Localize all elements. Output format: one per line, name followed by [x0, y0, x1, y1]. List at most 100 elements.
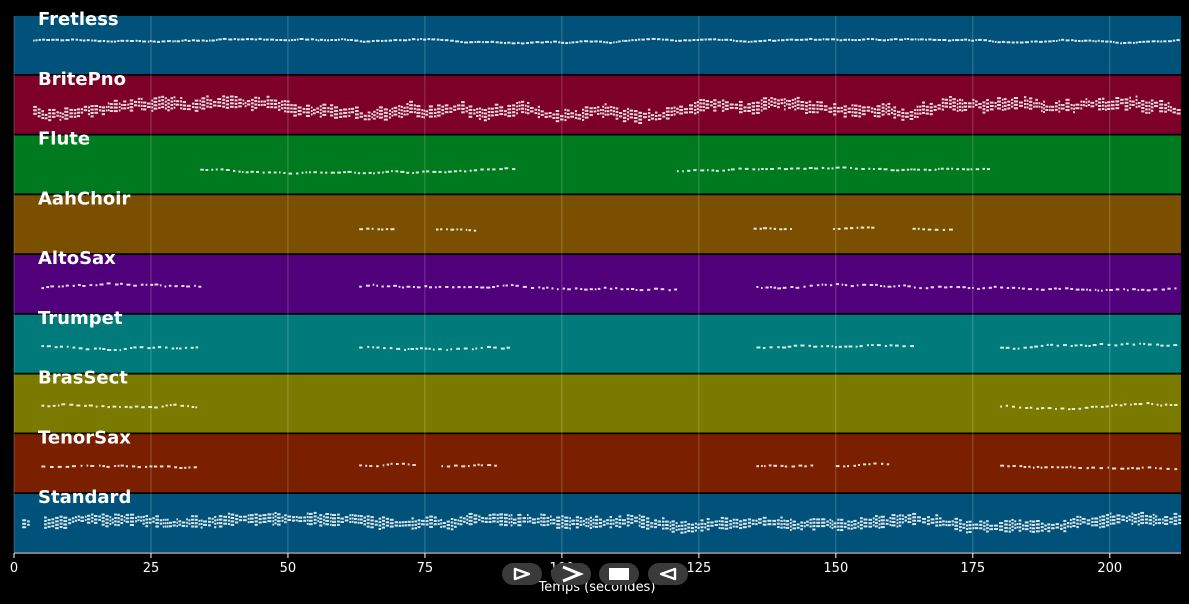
note-mark [218, 515, 223, 518]
note-mark [739, 520, 743, 523]
note-mark [1127, 41, 1132, 44]
note-mark [854, 167, 858, 170]
note-mark [729, 38, 732, 41]
note-mark [424, 347, 428, 350]
note-mark [182, 107, 186, 110]
note-mark [747, 521, 751, 524]
note-mark [803, 167, 807, 170]
note-mark [376, 284, 379, 287]
next-button[interactable] [551, 563, 591, 585]
note-mark [420, 38, 422, 40]
note-mark [857, 522, 860, 525]
note-mark [391, 170, 393, 173]
note-mark [690, 530, 694, 533]
note-mark [949, 102, 952, 105]
note-mark [521, 107, 525, 110]
note-mark [544, 112, 548, 115]
note-mark [546, 523, 550, 526]
note-mark [234, 96, 238, 98]
note-mark [444, 171, 447, 174]
note-mark [273, 171, 277, 174]
note-mark [90, 112, 94, 114]
note-mark [398, 105, 401, 108]
note-mark [720, 523, 724, 526]
note-mark [949, 228, 953, 231]
note-mark [977, 38, 982, 41]
note-mark [873, 462, 877, 465]
note-mark [1109, 515, 1112, 518]
stop-button[interactable] [599, 563, 639, 585]
note-mark [702, 109, 705, 112]
note-mark [363, 118, 367, 121]
note-mark [1007, 100, 1011, 103]
note-mark [164, 100, 167, 103]
note-mark [475, 286, 479, 288]
note-mark [152, 40, 156, 43]
note-mark [372, 346, 375, 349]
note-mark [843, 108, 847, 111]
note-mark [718, 520, 721, 523]
note-mark [457, 107, 461, 110]
note-mark [290, 39, 293, 42]
note-mark [505, 284, 508, 287]
note-mark [1043, 107, 1045, 110]
note-mark [1172, 107, 1176, 110]
note-mark [350, 107, 355, 110]
note-mark [1004, 101, 1007, 104]
note-mark [1125, 342, 1129, 345]
note-mark [1109, 512, 1112, 515]
note-mark [371, 112, 373, 115]
note-mark [55, 38, 59, 41]
note-mark [925, 105, 929, 108]
note-mark [959, 98, 962, 101]
note-mark [217, 101, 222, 104]
note-mark [167, 465, 171, 468]
note-mark [222, 98, 226, 101]
note-mark [365, 464, 368, 467]
note-mark [872, 517, 875, 520]
note-mark [1133, 520, 1137, 523]
note-mark [641, 38, 645, 41]
note-mark [170, 104, 173, 106]
note-mark [1099, 343, 1104, 345]
note-mark [93, 39, 97, 42]
note-mark [1079, 522, 1082, 525]
note-mark [863, 463, 867, 466]
x-tick-label: 125 [686, 561, 711, 576]
note-mark [700, 526, 704, 529]
note-mark [747, 106, 751, 109]
note-mark [542, 524, 546, 527]
note-mark [671, 523, 675, 526]
note-mark [650, 117, 655, 120]
note-mark [982, 111, 986, 114]
note-mark [157, 346, 162, 349]
note-mark [552, 113, 556, 116]
note-mark [159, 519, 163, 522]
note-mark [696, 104, 699, 107]
note-mark [484, 520, 488, 523]
note-mark [76, 111, 80, 114]
note-mark [925, 38, 927, 41]
back-button[interactable] [648, 563, 688, 585]
note-mark [101, 513, 105, 516]
note-mark [362, 40, 366, 43]
note-mark [450, 228, 455, 231]
note-mark [939, 524, 942, 527]
note-mark [385, 517, 389, 520]
note-mark [1035, 105, 1038, 108]
note-mark [288, 172, 293, 175]
note-mark [473, 109, 476, 112]
note-mark [354, 171, 356, 174]
note-mark [540, 113, 544, 116]
note-mark [654, 118, 658, 121]
note-mark [1169, 517, 1173, 520]
note-mark [855, 345, 858, 348]
note-mark [59, 115, 62, 118]
note-mark [898, 284, 901, 287]
note-mark [761, 465, 763, 467]
play-outline-button[interactable] [502, 563, 542, 585]
note-mark [798, 464, 803, 467]
note-mark [480, 346, 483, 349]
note-mark [627, 114, 629, 117]
note-mark [755, 105, 760, 108]
